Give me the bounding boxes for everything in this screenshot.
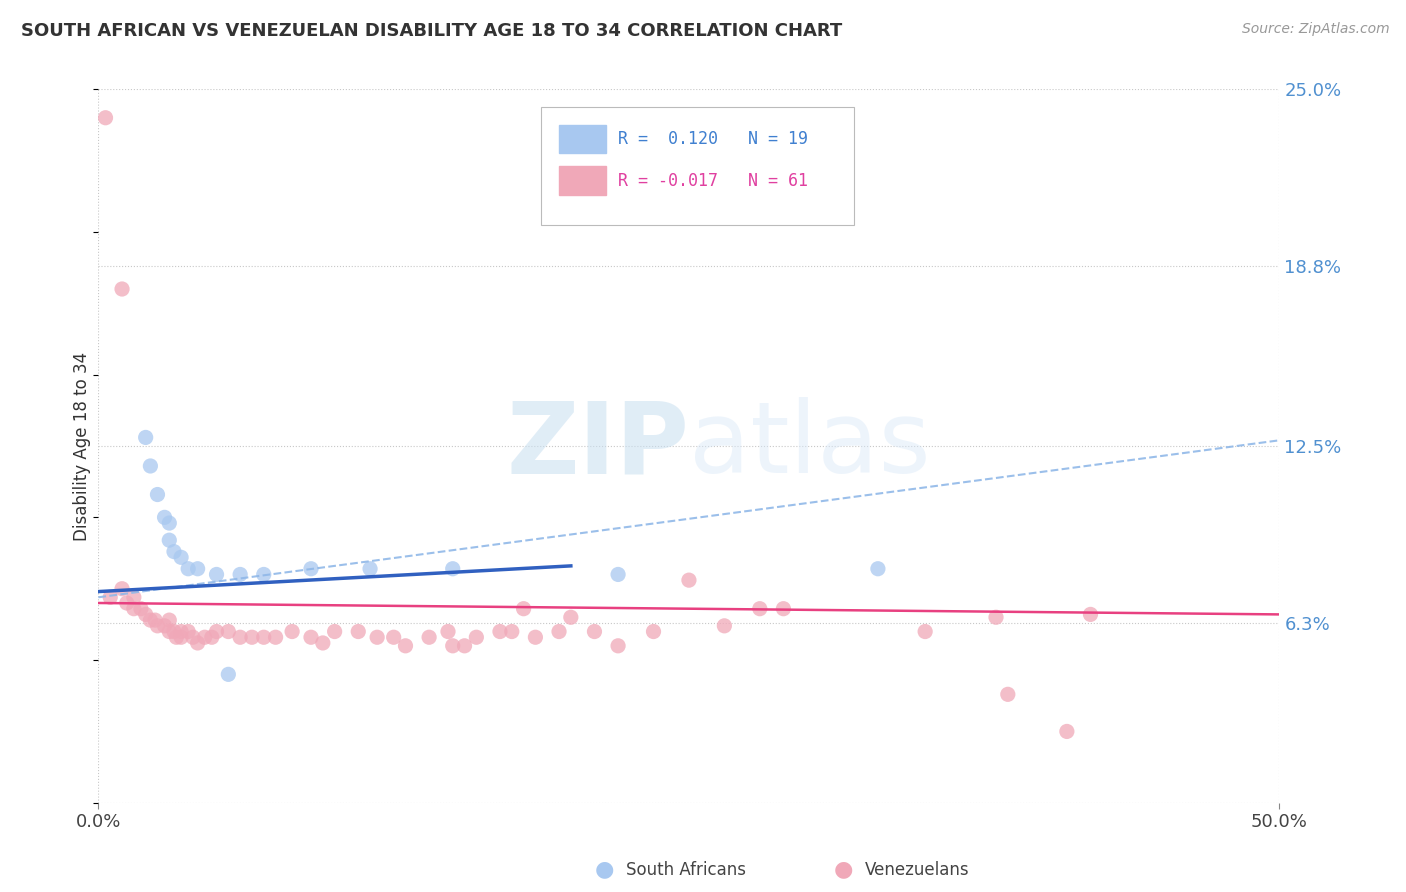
Point <box>382 630 405 644</box>
Point <box>229 630 252 644</box>
Point <box>366 630 388 644</box>
Point <box>418 630 440 644</box>
Point <box>299 630 322 644</box>
Point <box>359 562 381 576</box>
Point <box>194 630 217 644</box>
Point <box>583 624 606 639</box>
Point <box>153 619 176 633</box>
Point <box>548 624 571 639</box>
Text: Source: ZipAtlas.com: Source: ZipAtlas.com <box>1241 22 1389 37</box>
Point <box>122 591 145 605</box>
Point <box>453 639 475 653</box>
Point <box>253 567 276 582</box>
Point <box>997 687 1019 701</box>
Point <box>441 562 464 576</box>
Text: South Africans: South Africans <box>626 861 745 879</box>
Bar <box>560 125 606 153</box>
Point <box>217 624 239 639</box>
Point <box>146 487 169 501</box>
Point <box>441 639 464 653</box>
Point <box>157 624 180 639</box>
Point <box>984 610 1007 624</box>
Text: R =  0.120   N = 19: R = 0.120 N = 19 <box>619 130 808 148</box>
Point <box>143 613 166 627</box>
Point <box>205 567 228 582</box>
Point <box>772 601 794 615</box>
Point <box>299 562 322 576</box>
Point <box>201 630 224 644</box>
Point <box>135 430 157 444</box>
Point <box>122 601 145 615</box>
Point <box>115 596 138 610</box>
Point <box>129 601 152 615</box>
Bar <box>560 166 606 194</box>
Point <box>501 624 523 639</box>
Point <box>323 624 346 639</box>
Point <box>240 630 263 644</box>
Text: atlas: atlas <box>689 398 931 494</box>
FancyBboxPatch shape <box>541 107 855 225</box>
Point <box>866 562 889 576</box>
Point <box>465 630 488 644</box>
Point <box>139 613 162 627</box>
Point <box>914 624 936 639</box>
Point <box>135 607 157 622</box>
Point <box>607 567 630 582</box>
Point <box>678 573 700 587</box>
Point <box>512 601 534 615</box>
Point <box>153 510 176 524</box>
Point <box>1056 724 1078 739</box>
Text: ZIP: ZIP <box>506 398 689 494</box>
Point <box>1080 607 1102 622</box>
Point <box>98 591 121 605</box>
Point <box>394 639 416 653</box>
Point <box>157 516 180 530</box>
Point <box>312 636 335 650</box>
Point <box>163 544 186 558</box>
Point <box>111 282 134 296</box>
Text: ●: ● <box>595 860 614 880</box>
Point <box>217 667 239 681</box>
Point <box>139 458 162 473</box>
Point <box>607 639 630 653</box>
Point <box>157 613 180 627</box>
Text: R = -0.017   N = 61: R = -0.017 N = 61 <box>619 171 808 189</box>
Point <box>713 619 735 633</box>
Point <box>229 567 252 582</box>
Point <box>157 533 180 548</box>
Point <box>281 624 304 639</box>
Point <box>187 636 209 650</box>
Point <box>170 630 193 644</box>
Y-axis label: Disability Age 18 to 34: Disability Age 18 to 34 <box>73 351 91 541</box>
Text: ●: ● <box>834 860 853 880</box>
Point <box>253 630 276 644</box>
Point <box>170 624 193 639</box>
Point <box>560 610 582 624</box>
Point <box>181 630 204 644</box>
Point <box>146 619 169 633</box>
Point <box>748 601 770 615</box>
Point <box>264 630 287 644</box>
Point <box>177 562 200 576</box>
Point <box>94 111 117 125</box>
Point <box>643 624 665 639</box>
Point <box>524 630 547 644</box>
Text: Venezuelans: Venezuelans <box>865 861 969 879</box>
Point <box>177 624 200 639</box>
Point <box>489 624 512 639</box>
Point <box>437 624 460 639</box>
Point <box>187 562 209 576</box>
Point <box>163 624 186 639</box>
Text: SOUTH AFRICAN VS VENEZUELAN DISABILITY AGE 18 TO 34 CORRELATION CHART: SOUTH AFRICAN VS VENEZUELAN DISABILITY A… <box>21 22 842 40</box>
Point <box>165 630 187 644</box>
Point <box>111 582 134 596</box>
Point <box>170 550 193 565</box>
Point <box>205 624 228 639</box>
Point <box>347 624 370 639</box>
